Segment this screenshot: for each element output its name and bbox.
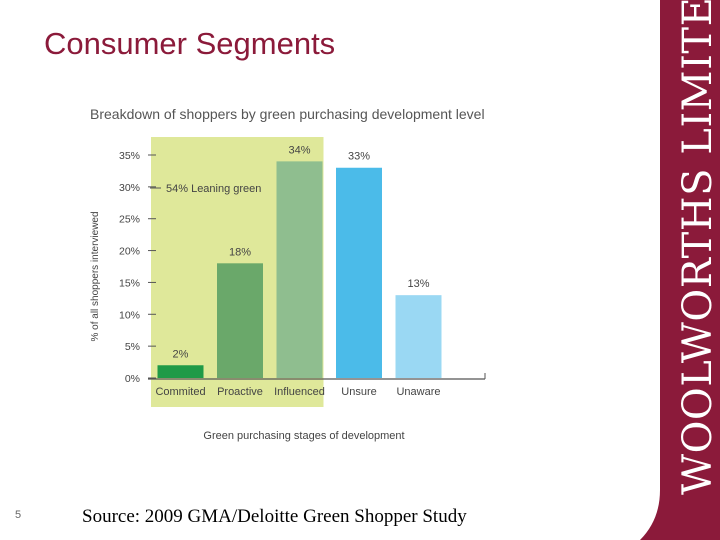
y-tick-label-30: 30% — [119, 182, 140, 194]
bar-unsure — [336, 167, 382, 378]
bar-influenced — [276, 161, 323, 378]
bar-value-label-unsure: 33% — [348, 151, 370, 163]
source-note: Source: 2009 GMA/Deloitte Green Shopper … — [82, 506, 467, 527]
bar-value-label-proactive: 18% — [229, 246, 251, 258]
highlight-label: 54% Leaning green — [166, 183, 261, 195]
y-tick-label-10: 10% — [119, 309, 140, 321]
y-tick-label-25: 25% — [119, 214, 140, 226]
slide-number: 5 — [15, 509, 22, 521]
bar-unaware — [395, 295, 442, 378]
x-axis-label: Green purchasing stages of development — [203, 430, 404, 442]
category-label-influenced: Influenced — [274, 386, 325, 398]
category-label-proactive: Proactive — [217, 386, 263, 398]
y-tick-label-20: 20% — [119, 246, 140, 258]
chart-title: Breakdown of shoppers by green purchasin… — [90, 106, 485, 122]
bar-value-label-commited: 2% — [173, 348, 189, 360]
y-tick-label-35: 35% — [119, 150, 140, 162]
category-label-unsure: Unsure — [341, 386, 376, 398]
slide-title: Consumer Segments — [44, 26, 336, 61]
y-axis-label: % of all shoppers interviewed — [90, 211, 101, 341]
category-label-unaware: Unaware — [396, 386, 440, 398]
y-tick-label-5: 5% — [125, 341, 140, 353]
bar-value-label-unaware: 13% — [407, 278, 429, 290]
bar-proactive — [217, 263, 263, 378]
y-tick-label-0: 0% — [125, 373, 140, 385]
y-tick-label-15: 15% — [119, 277, 140, 289]
category-label-commited: Commited — [155, 386, 205, 398]
bar-commited — [157, 365, 204, 378]
bar-value-label-influenced: 34% — [288, 144, 310, 156]
